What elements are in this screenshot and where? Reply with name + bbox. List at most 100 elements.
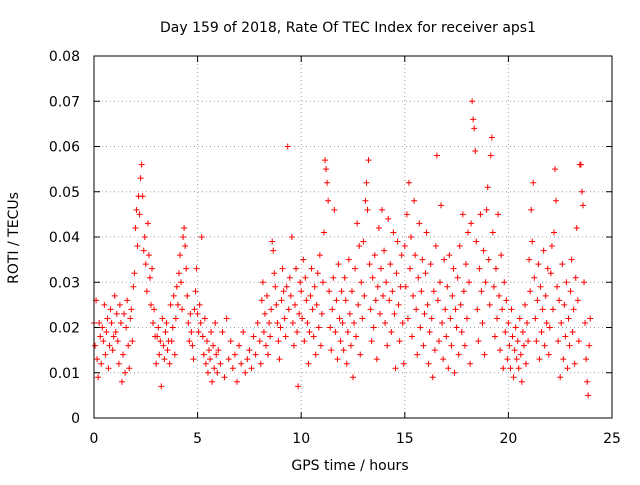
data-point [384,342,391,349]
data-point [267,333,274,340]
data-point [542,292,549,299]
data-point [440,356,447,363]
data-point [163,319,170,326]
data-point [398,252,405,259]
data-point [357,351,364,358]
data-point [388,329,395,336]
data-point [568,256,575,263]
data-point [339,319,346,326]
data-point [556,297,563,304]
data-point [448,342,455,349]
data-point [284,143,291,150]
data-point [585,392,592,399]
data-point [418,288,425,295]
data-point [391,310,398,317]
data-point [343,360,350,367]
data-point [287,292,294,299]
data-point [483,206,490,213]
data-point [215,347,222,354]
data-point [103,329,110,336]
y-tick-label: 0.07 [49,94,80,110]
data-point [186,338,193,345]
data-point [306,329,313,336]
data-point [104,315,111,322]
data-point [99,324,106,331]
data-point [231,351,238,358]
y-axis-label: ROTI / TECUs [6,192,22,284]
data-point [244,356,251,363]
y-tick-label: 0.08 [49,49,80,65]
data-point [368,338,375,345]
data-point [164,347,171,354]
data-point [106,342,113,349]
data-point [509,333,516,340]
data-point [233,378,240,385]
data-point [211,365,218,372]
data-point [566,342,573,349]
data-point [517,351,524,358]
data-point [511,347,518,354]
data-point [221,374,228,381]
data-point [489,229,496,236]
data-point [133,206,140,213]
data-point [394,238,401,245]
data-point [434,297,441,304]
data-point [539,306,546,313]
x-tick-label: 20 [499,431,517,447]
data-point [293,265,300,272]
data-point [362,197,369,204]
data-point [560,356,567,363]
data-point [473,238,480,245]
data-point [268,306,275,313]
data-point [341,274,348,281]
data-point [330,274,337,281]
data-point [320,229,327,236]
data-point [586,342,593,349]
data-point [134,243,141,250]
data-point [372,297,379,304]
data-point [478,288,485,295]
data-point [167,301,174,308]
data-point [319,279,326,286]
data-point [169,324,176,331]
data-point [544,265,551,272]
y-tick-label: 0.01 [49,366,80,382]
data-point [302,274,309,281]
data-point [460,288,467,295]
chart-title: Day 159 of 2018, Rate Of TEC Index for r… [160,20,536,36]
data-point [345,256,352,263]
data-point [505,319,512,326]
data-point [147,301,154,308]
data-point [146,274,153,281]
tick-labels: 0 5 10 15 20 25 0 0.01 0.02 0.03 0.04 0.05 0.06 0.07 0… [49,49,621,447]
data-point [149,265,156,272]
data-point [181,224,188,231]
data-point [158,383,165,390]
data-point [433,152,440,159]
data-point [137,175,144,182]
data-point [209,378,216,385]
data-point [512,324,519,331]
data-point [208,329,215,336]
data-point [561,301,568,308]
data-point [327,324,334,331]
data-point [538,329,545,336]
data-point [550,229,557,236]
data-point [328,347,335,354]
data-point [467,360,474,367]
data-point [518,378,525,385]
data-point [526,256,533,263]
data-point [554,283,561,290]
data-point [417,324,424,331]
data-point [457,301,464,308]
data-point [207,356,214,363]
data-point [315,324,322,331]
data-point [107,306,114,313]
data-point [301,338,308,345]
x-tick-label: 15 [396,431,414,447]
data-point [314,270,321,277]
grid-lines [94,56,612,418]
data-point [438,202,445,209]
data-point [309,306,316,313]
